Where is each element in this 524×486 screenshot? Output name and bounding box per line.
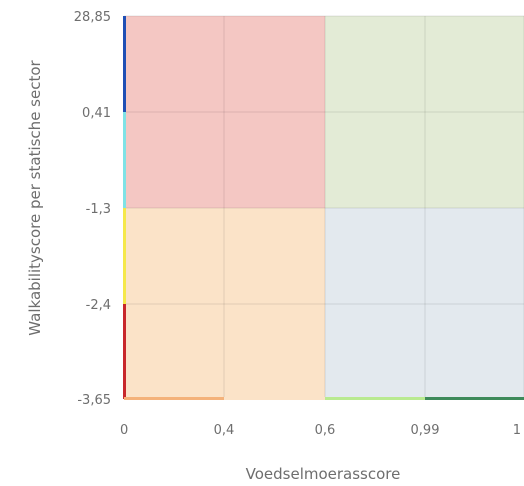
- x-legend-segment-2: [224, 397, 325, 400]
- y-legend-bar: [123, 16, 126, 399]
- x-tick-labels: 0 0,4 0,6 0,99 1: [120, 423, 521, 438]
- y-tick-labels: 28,85 0,41 -1,3 -2,4 -3,65: [74, 10, 111, 408]
- y-tick-label: -3,65: [77, 393, 111, 408]
- y-legend-segment-4: [123, 304, 126, 399]
- y-tick-label: 28,85: [74, 10, 111, 25]
- x-legend-segment-3: [325, 397, 425, 400]
- quadrants: [124, 16, 524, 399]
- x-legend-segment-4: [425, 397, 524, 400]
- x-tick-label: 0,99: [411, 423, 440, 438]
- x-legend-segment-1: [124, 397, 224, 400]
- x-tick-label: 1: [513, 423, 521, 438]
- y-axis-title: Walkabilityscore per statische sector: [26, 59, 44, 335]
- quadrant-3: [124, 208, 325, 399]
- y-legend-segment-3: [123, 208, 126, 304]
- quadrant-2: [325, 16, 524, 208]
- y-tick-label: -1,3: [86, 202, 111, 217]
- x-tick-label: 0,4: [214, 423, 235, 438]
- x-axis-title: Voedselmoerasscore: [246, 465, 401, 483]
- quadrant-1: [124, 16, 325, 208]
- y-legend-segment-1: [123, 16, 126, 112]
- y-tick-label: -2,4: [86, 298, 111, 313]
- y-tick-label: 0,41: [82, 106, 111, 121]
- y-legend-segment-2: [123, 112, 126, 208]
- x-tick-label: 0: [120, 423, 128, 438]
- quadrant-4: [325, 208, 524, 399]
- x-tick-label: 0,6: [315, 423, 336, 438]
- x-legend-bar: [124, 397, 524, 400]
